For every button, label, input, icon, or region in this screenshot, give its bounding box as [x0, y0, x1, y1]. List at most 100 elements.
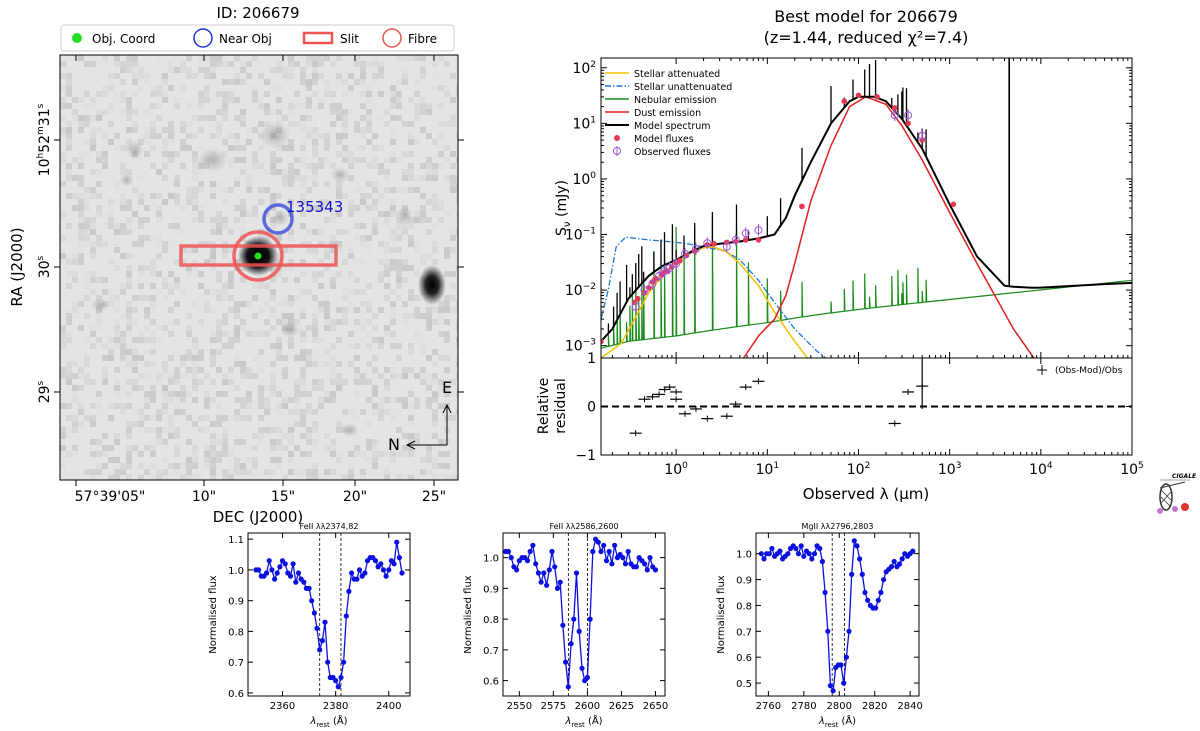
noise-pixel	[348, 271, 354, 277]
noise-pixel	[222, 199, 228, 205]
noise-pixel	[240, 205, 246, 211]
noise-pixel	[330, 325, 336, 331]
noise-pixel	[162, 241, 168, 247]
noise-pixel	[426, 373, 432, 379]
noise-pixel	[84, 313, 90, 319]
noise-pixel	[60, 85, 66, 91]
noise-pixel	[450, 61, 456, 67]
flux-point	[505, 548, 511, 555]
flux-point	[827, 683, 834, 689]
noise-pixel	[306, 325, 312, 331]
noise-pixel	[228, 145, 234, 151]
noise-pixel	[222, 469, 228, 475]
noise-pixel	[264, 283, 270, 289]
noise-pixel	[426, 319, 432, 325]
noise-pixel	[336, 241, 342, 247]
noise-pixel	[126, 283, 132, 289]
noise-pixel	[390, 133, 396, 139]
noise-pixel	[168, 355, 174, 361]
noise-pixel	[348, 469, 354, 475]
noise-pixel	[438, 199, 444, 205]
near-obj-id-label: 135343	[286, 198, 343, 216]
flux-point	[266, 558, 272, 564]
noise-pixel	[90, 415, 96, 421]
noise-pixel	[144, 469, 150, 475]
noise-pixel	[432, 241, 438, 247]
noise-pixel	[288, 205, 294, 211]
legend-model-spectrum-label: Model spectrum	[634, 121, 711, 132]
noise-pixel	[450, 361, 456, 367]
noise-pixel	[204, 397, 210, 403]
noise-pixel	[282, 169, 288, 175]
noise-pixel	[402, 73, 408, 79]
noise-pixel	[330, 451, 336, 457]
noise-pixel	[222, 301, 228, 307]
noise-pixel	[132, 349, 138, 355]
noise-pixel	[372, 205, 378, 211]
noise-pixel	[168, 331, 174, 337]
noise-pixel	[384, 121, 390, 127]
noise-pixel	[426, 73, 432, 79]
cutout-x-tick-label: 57°39'05"	[75, 489, 146, 505]
noise-pixel	[78, 229, 84, 235]
noise-pixel	[102, 373, 108, 379]
sed-legend: Stellar attenuated Stellar unattenuated …	[605, 69, 732, 158]
noise-pixel	[132, 409, 138, 415]
noise-pixel	[366, 457, 372, 463]
noise-pixel	[150, 319, 156, 325]
noise-pixel	[132, 253, 138, 259]
noise-pixel	[276, 259, 282, 265]
noise-pixel	[366, 115, 372, 121]
noise-pixel	[438, 379, 444, 385]
absorption-x-tick-label: 2820	[862, 701, 887, 712]
noise-pixel	[180, 373, 186, 379]
noise-pixel	[300, 181, 306, 187]
noise-pixel	[228, 97, 234, 103]
noise-pixel	[120, 385, 126, 391]
noise-pixel	[78, 295, 84, 301]
noise-pixel	[222, 451, 228, 457]
noise-pixel	[330, 421, 336, 427]
noise-pixel	[342, 403, 348, 409]
noise-pixel	[108, 445, 114, 451]
noise-pixel	[372, 103, 378, 109]
noise-pixel	[252, 211, 258, 217]
noise-pixel	[282, 433, 288, 439]
noise-pixel	[156, 409, 162, 415]
noise-pixel	[426, 133, 432, 139]
model-flux-point	[677, 257, 683, 264]
noise-pixel	[240, 79, 246, 85]
noise-pixel	[276, 343, 282, 349]
noise-pixel	[366, 61, 372, 67]
noise-pixel	[414, 313, 420, 319]
model-flux-point	[799, 203, 805, 210]
noise-pixel	[72, 193, 78, 199]
noise-pixel	[342, 319, 348, 325]
noise-pixel	[240, 325, 246, 331]
noise-pixel	[192, 73, 198, 79]
noise-pixel	[240, 223, 246, 229]
flux-point	[584, 674, 591, 681]
noise-pixel	[420, 205, 426, 211]
noise-pixel	[324, 397, 330, 403]
noise-pixel	[156, 133, 162, 139]
noise-pixel	[246, 367, 252, 373]
noise-pixel	[90, 241, 96, 247]
noise-pixel	[456, 85, 458, 91]
noise-pixel	[60, 463, 66, 469]
noise-pixel	[144, 427, 150, 433]
noise-pixel	[156, 355, 162, 361]
noise-pixel	[102, 283, 108, 289]
noise-pixel	[276, 409, 282, 415]
flux-point	[758, 551, 764, 557]
flux-point	[862, 589, 868, 596]
noise-pixel	[174, 151, 180, 157]
observed-flux-point	[640, 286, 649, 295]
cutout-x-tick-label: 15"	[271, 489, 295, 505]
noise-pixel	[390, 367, 396, 373]
noise-pixel	[132, 367, 138, 373]
noise-pixel	[324, 313, 330, 319]
noise-pixel	[138, 139, 144, 145]
absorption-y-tick-label: 0.9	[228, 597, 244, 608]
noise-pixel	[108, 289, 114, 295]
